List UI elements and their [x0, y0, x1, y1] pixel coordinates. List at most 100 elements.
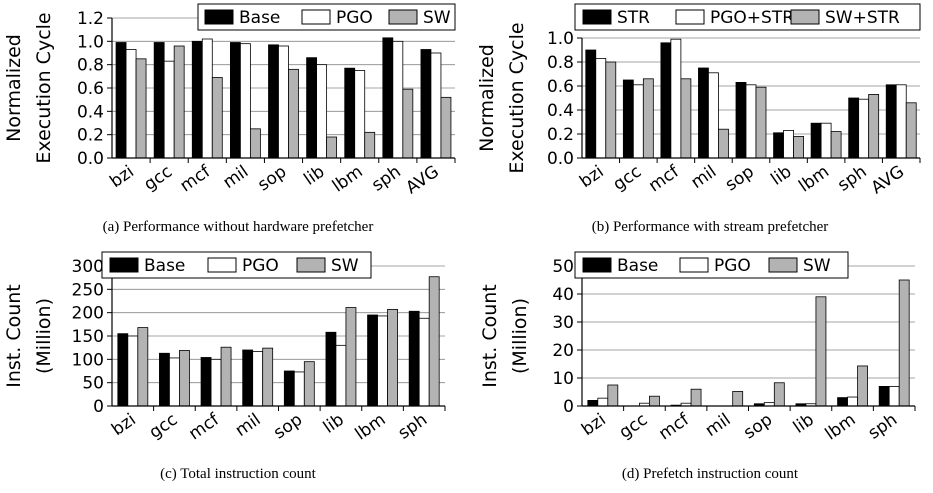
- chart-2: 0 50 100 150 200 250 300 bzi gcc mcf mil sop lib lbm s…: [3, 251, 446, 482]
- bar-sw: [326, 136, 338, 159]
- bar-sw: [607, 384, 619, 407]
- bar-pgo: [430, 52, 442, 159]
- y-axis-label: (Million): [33, 298, 55, 374]
- legend-swatch: [790, 9, 820, 25]
- bar-pgo: [169, 357, 180, 407]
- bar-base: [117, 333, 129, 407]
- x-tick-label: lib: [320, 410, 348, 438]
- bar-sw: [220, 346, 232, 407]
- y-tick-label: 50: [82, 374, 104, 394]
- bar-pgo-str: [670, 38, 682, 159]
- y-tick-label: 0: [93, 397, 104, 417]
- x-tick-label: AVG: [868, 162, 908, 199]
- bar-base: [408, 310, 420, 407]
- legend-swatch: [582, 257, 612, 273]
- chart-caption: (d) Prefetch instruction count: [622, 466, 799, 482]
- bar-str: [660, 42, 672, 159]
- bar-sw-str: [605, 61, 617, 159]
- x-tick-label: sph: [395, 410, 431, 444]
- x-tick-label: sop: [722, 162, 758, 196]
- y-tick-label: 30: [552, 313, 574, 333]
- chart-caption: (b) Performance with stream prefetcher: [592, 219, 829, 235]
- bar-sw: [288, 68, 299, 159]
- x-tick-label: mcf: [655, 409, 693, 444]
- x-tick-label: lbm: [329, 162, 367, 197]
- bar-sw: [898, 279, 910, 407]
- bar-pgo: [316, 64, 328, 159]
- bar-str: [885, 84, 897, 159]
- bar-pgo: [239, 43, 251, 159]
- x-tick-label: lbm: [822, 410, 860, 445]
- x-tick-label: mcf: [177, 161, 215, 196]
- y-tick-label: 0.8: [77, 56, 104, 76]
- bar-sw-str: [868, 94, 880, 159]
- bar-sw: [857, 365, 868, 407]
- y-tick-label: 0.0: [77, 149, 104, 169]
- x-tick-label: gcc: [616, 410, 652, 443]
- legend-swatch: [204, 9, 234, 25]
- bar-sw: [179, 350, 190, 407]
- y-tick-label: 250: [72, 280, 104, 300]
- bar-base: [191, 40, 203, 159]
- y-tick-label: 200: [72, 304, 104, 324]
- bar-str: [773, 132, 784, 159]
- bar-pgo: [278, 45, 289, 159]
- y-tick-label: 1.0: [547, 29, 574, 49]
- x-tick-label: bzi: [108, 410, 139, 440]
- legend-entry: SW: [331, 256, 359, 276]
- bar-sw-str: [718, 128, 729, 159]
- bar-base: [283, 370, 295, 407]
- bar-pgo: [888, 385, 900, 407]
- y-axis-label: Execution Cycle: [33, 12, 55, 163]
- legend-swatch: [388, 9, 418, 25]
- y-tick-label: 0.8: [547, 53, 574, 73]
- y-axis-label: Inst. Count: [479, 284, 501, 388]
- bar-base: [159, 352, 170, 407]
- bar-pgo: [252, 350, 264, 407]
- x-tick-label: mil: [702, 410, 735, 441]
- bar-pgo: [210, 358, 222, 407]
- y-axis-label: (Million): [509, 298, 531, 374]
- bar-sw: [690, 388, 702, 407]
- bar-pgo-str: [895, 84, 907, 159]
- bar-pgo: [201, 38, 213, 159]
- bar-sw: [211, 77, 223, 159]
- y-tick-label: 0.2: [547, 125, 574, 145]
- y-tick-label: 0.6: [77, 79, 104, 99]
- y-tick-label: 100: [72, 350, 104, 370]
- bar-pgo: [392, 40, 404, 159]
- bar-base: [115, 42, 127, 159]
- x-tick-label: mcf: [185, 409, 223, 444]
- bar-sw: [649, 395, 660, 407]
- x-tick-label: lib: [790, 410, 818, 438]
- y-tick-label: 150: [72, 327, 104, 347]
- bar-pgo: [293, 371, 305, 407]
- x-tick-label: mcf: [645, 161, 683, 196]
- x-tick-label: bzi: [576, 162, 607, 192]
- y-tick-label: 50: [552, 257, 574, 277]
- legend: Base PGO SW: [197, 3, 456, 31]
- legend-entry: SW: [803, 256, 831, 276]
- legend-entry: SW: [423, 8, 451, 28]
- bar-sw: [137, 327, 149, 407]
- x-tick-label: AVG: [402, 162, 442, 199]
- legend-swatch: [679, 257, 709, 273]
- chart-3: 0 10 20 30 40 50 bzi gcc mcf mil sop lib lbm sph Inst.…: [479, 251, 916, 482]
- bar-sw: [440, 96, 452, 159]
- legend: STR PGO+STR SW+STR: [574, 3, 921, 31]
- bar-str: [810, 122, 822, 159]
- bar-base: [878, 385, 890, 407]
- chart-caption: (a) Performance without hardware prefetc…: [103, 219, 374, 235]
- bar-base: [587, 399, 599, 407]
- legend: Base PGO SW: [574, 251, 849, 279]
- bar-base: [837, 397, 848, 407]
- x-tick-label: sph: [368, 162, 404, 196]
- x-tick-label: mil: [219, 162, 252, 193]
- bar-sw: [732, 391, 744, 407]
- y-tick-label: 0.0: [547, 149, 574, 169]
- bar-pgo: [125, 49, 137, 159]
- bar-pgo-str: [820, 122, 832, 159]
- legend-swatch: [768, 257, 798, 273]
- bar-pgo: [335, 344, 347, 407]
